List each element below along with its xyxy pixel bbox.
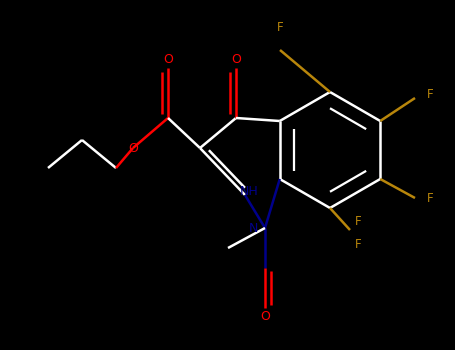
Text: F: F — [355, 216, 361, 229]
Text: F: F — [355, 238, 361, 252]
Text: NH: NH — [240, 185, 259, 198]
Text: O: O — [128, 141, 138, 154]
Text: F: F — [427, 191, 433, 204]
Text: O: O — [163, 53, 173, 66]
Text: F: F — [277, 21, 283, 34]
Text: O: O — [231, 53, 241, 66]
Text: O: O — [260, 310, 270, 323]
Text: N: N — [249, 222, 258, 235]
Text: F: F — [427, 89, 433, 101]
